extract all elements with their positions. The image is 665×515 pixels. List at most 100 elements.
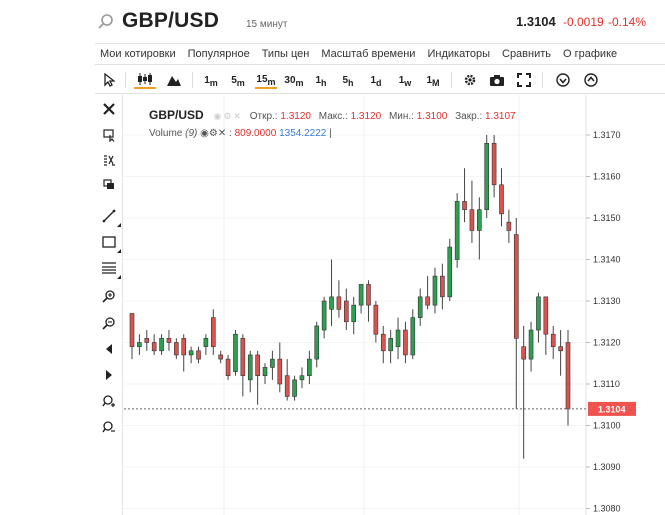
candle[interactable] [181,334,187,372]
upload-icon[interactable] [583,71,599,89]
zoom-out-icon[interactable] [101,315,117,331]
candle[interactable] [129,313,135,360]
candle[interactable] [233,330,238,376]
candle[interactable] [395,317,401,360]
candle[interactable] [543,296,549,355]
candle[interactable] [403,321,408,364]
candle[interactable] [336,280,342,318]
candle[interactable] [425,276,430,310]
candle[interactable] [137,334,142,355]
volume-settings-icon[interactable]: ⚙ [208,128,218,139]
fibonacci-icon[interactable] [101,260,121,279]
candle[interactable] [484,135,490,218]
candle[interactable] [565,330,571,426]
search-icon[interactable] [97,13,115,31]
candle[interactable] [321,296,327,339]
volume-remove-icon[interactable]: ✕ [217,128,227,139]
price-chart[interactable]: 1.3170 1.3160 1.3150 1.3140 1.3130 1.3120 1.31… [124,95,665,515]
candle[interactable] [432,267,438,314]
candle[interactable] [373,301,379,343]
candle[interactable] [210,309,216,355]
candle[interactable] [188,346,194,364]
menu-indicators[interactable]: Индикаторы [427,48,490,60]
candle[interactable] [558,330,563,376]
scroll-right-icon[interactable] [101,367,117,383]
camera-icon[interactable] [488,71,506,89]
fullscreen-icon[interactable] [516,71,532,89]
menu-time-scale[interactable]: Масштаб времени [321,48,416,60]
zoom-in-icon[interactable] [101,288,117,304]
candle[interactable] [299,367,305,389]
volume-eye-icon[interactable]: ◉ [200,128,209,139]
remove-icon[interactable]: ✕ [233,111,241,121]
candle[interactable] [351,296,356,335]
candle[interactable] [491,135,497,198]
candlestick-type-icon[interactable] [134,71,156,89]
candle[interactable] [380,325,386,364]
candle[interactable] [506,209,512,243]
candle[interactable] [314,321,320,368]
candle[interactable] [196,346,201,364]
candle[interactable] [344,288,349,331]
candle[interactable] [218,350,223,364]
interval-30m[interactable]: 30 m [284,74,304,88]
gear-icon[interactable] [462,71,478,89]
menu-compare[interactable]: Сравнить [502,48,552,60]
candle[interactable] [477,197,482,260]
eye-icon[interactable]: ◉ [213,111,222,121]
candle[interactable] [528,321,534,372]
candle[interactable] [284,359,290,401]
candle[interactable] [417,288,423,326]
candle[interactable] [358,284,364,314]
interval-15m[interactable]: 15 m [255,71,277,89]
copy-icon[interactable] [101,177,117,193]
candle[interactable] [462,168,467,223]
candle[interactable] [292,375,297,401]
rectangle-icon[interactable] [101,234,121,253]
menu-popular[interactable]: Популярное [187,48,250,60]
reset-zoom-icon[interactable] [101,419,117,435]
download-icon[interactable] [555,71,571,89]
candlestick-chart[interactable]: 1.3170 1.3160 1.3150 1.3140 1.3130 1.3120 1.31… [124,95,665,515]
candle[interactable] [388,330,393,364]
candle[interactable] [513,218,519,409]
candle[interactable] [536,292,541,343]
candle[interactable] [499,168,504,227]
candle[interactable] [521,325,526,459]
menu-price-types[interactable]: Типы цен [261,48,310,60]
candle[interactable] [454,193,460,268]
candle[interactable] [366,280,371,322]
candle[interactable] [247,350,253,393]
select-area-icon[interactable] [101,127,117,143]
candle[interactable] [277,342,283,393]
candle[interactable] [159,334,164,355]
candle[interactable] [144,330,150,351]
candle[interactable] [270,350,275,380]
candle[interactable] [240,334,246,397]
candle[interactable] [166,330,172,351]
candle[interactable] [225,354,231,380]
menu-about-chart[interactable]: О графике [563,48,618,60]
candle[interactable] [410,309,416,360]
trend-line-icon[interactable] [101,208,121,227]
candle[interactable] [307,350,312,384]
cursor-icon[interactable] [102,71,116,89]
candle[interactable] [151,334,157,355]
candle[interactable] [469,180,475,243]
menu-my-quotes[interactable]: Мои котировки [100,48,176,60]
scroll-left-icon[interactable] [101,341,117,357]
candle[interactable] [203,334,209,355]
candle[interactable] [174,338,179,360]
crosshair-list-icon[interactable] [101,152,117,168]
close-icon[interactable] [101,101,117,117]
magnet-zoom-icon[interactable] [101,393,117,409]
candle[interactable] [255,350,260,405]
candle[interactable] [550,325,556,360]
